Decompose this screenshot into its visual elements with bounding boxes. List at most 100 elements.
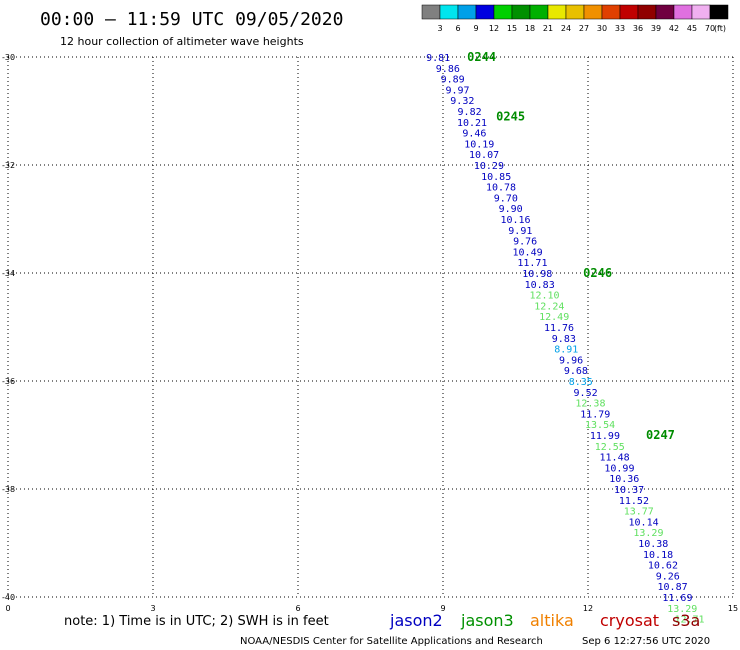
swh-value-label: 10.78 — [486, 183, 516, 194]
pass-number-label: 0246 — [583, 266, 612, 280]
scale-label: 36 — [633, 24, 643, 33]
swh-value-label: 10.37 — [614, 485, 644, 496]
swh-value-label: 11.79 — [580, 409, 610, 420]
scale-unit: (ft) — [714, 24, 726, 33]
swh-value-label: 11.99 — [590, 431, 620, 442]
swh-value-label: 10.36 — [609, 474, 639, 485]
swh-value-label: 11.52 — [619, 496, 649, 507]
pass-number-label: 0247 — [646, 428, 675, 442]
scale-swatch — [565, 4, 585, 20]
y-tick-label: -34 — [2, 269, 15, 278]
y-tick-label: -40 — [2, 593, 15, 602]
scale-label: 12 — [489, 24, 499, 33]
y-tick-label: -36 — [2, 377, 15, 386]
swh-value-label: 13.29 — [667, 604, 697, 615]
units-note: note: 1) Time is in UTC; 2) SWH is in fe… — [64, 614, 329, 629]
scale-label: 45 — [687, 24, 697, 33]
y-tick-label: -38 — [2, 485, 15, 494]
chart-subtitle: 12 hour collection of altimeter wave hei… — [60, 35, 304, 48]
swh-value-label: 9.96 — [559, 355, 583, 366]
satellite-name-altika: altika — [530, 611, 574, 630]
pass-number-label: 0244 — [467, 50, 496, 64]
swh-value-label: 12.49 — [539, 312, 569, 323]
wave-height-points: 9.819.869.899.979.329.8210.219.4610.1910… — [426, 53, 704, 626]
scale-swatch — [493, 4, 513, 20]
swh-value-label: 10.29 — [474, 161, 504, 172]
swh-value-label: 12.55 — [595, 442, 625, 453]
swh-value-label: 10.07 — [469, 150, 499, 161]
swh-value-label: 9.90 — [499, 204, 523, 215]
scale-swatch — [619, 4, 639, 20]
swh-value-label: 11.71 — [517, 258, 547, 269]
satellite-name-cryosat: cryosat — [600, 611, 659, 630]
swh-value-label: 9.83 — [552, 334, 576, 345]
swh-value-label: 9.89 — [441, 75, 465, 86]
swh-value-label: 12.71 — [674, 615, 704, 626]
swh-value-label: 10.38 — [638, 539, 668, 550]
scale-swatch — [673, 4, 693, 20]
scale-label: 27 — [579, 24, 589, 33]
swh-value-label: 10.18 — [643, 550, 673, 561]
swh-value-label: 9.97 — [445, 85, 469, 96]
swh-value-label: 10.14 — [629, 517, 659, 528]
swh-value-label: 10.85 — [481, 172, 511, 183]
scale-label: 33 — [615, 24, 625, 33]
scale-swatch — [421, 4, 441, 20]
swh-value-label: 10.62 — [648, 561, 678, 572]
scale-swatch — [709, 4, 729, 20]
swh-value-label: 10.98 — [522, 269, 552, 280]
swh-value-label: 10.49 — [513, 247, 543, 258]
swh-value-label: 9.86 — [436, 64, 460, 75]
satellite-name-jason3: jason3 — [460, 611, 514, 630]
plot-grid — [7, 56, 734, 598]
y-tick-label: -30 — [2, 53, 15, 62]
scale-label: 30 — [597, 24, 607, 33]
swh-value-label: 9.46 — [462, 129, 486, 140]
swh-value-label: 13.29 — [633, 528, 663, 539]
swh-value-label: 9.70 — [494, 193, 518, 204]
x-tick-label: 12 — [583, 604, 593, 613]
scale-label: 70 — [705, 24, 715, 33]
swh-value-label: 10.19 — [464, 139, 494, 150]
timestamp-text: Sep 6 12:27:56 UTC 2020 — [582, 636, 710, 647]
swh-value-label: 9.26 — [656, 571, 680, 582]
satellite-legend: jason2 jason3 altika cryosat s3a — [389, 611, 700, 630]
scale-label: 15 — [507, 24, 517, 33]
swh-value-label: 9.32 — [450, 96, 474, 107]
chart-title: 00:00 – 11:59 UTC 09/05/2020 — [40, 9, 343, 30]
swh-value-label: 10.99 — [604, 463, 634, 474]
scale-swatch — [601, 4, 621, 20]
scale-label: 9 — [473, 24, 478, 33]
pass-labels: 0244 0245 0246 0247 — [467, 50, 675, 442]
swh-value-label: 12.24 — [534, 301, 564, 312]
swh-value-label: 10.21 — [457, 118, 487, 129]
scale-label: 21 — [543, 24, 553, 33]
swh-value-label: 9.81 — [426, 53, 450, 64]
swh-value-label: 9.82 — [458, 107, 482, 118]
scale-swatch — [439, 4, 459, 20]
pass-number-label: 0245 — [496, 109, 525, 123]
scale-swatch — [475, 4, 495, 20]
swh-value-label: 13.77 — [624, 507, 654, 518]
scale-swatch — [529, 4, 549, 20]
x-tick-label: 0 — [5, 604, 10, 613]
scale-swatch — [511, 4, 531, 20]
scale-swatch — [547, 4, 567, 20]
swh-value-label: 10.16 — [500, 215, 530, 226]
scale-label: 39 — [651, 24, 661, 33]
color-scale-legend: 3 6 9 12 15 18 21 24 27 30 33 36 39 42 45 70(ft) — [421, 4, 729, 33]
swh-value-label: 8.35 — [569, 377, 593, 388]
swh-value-label: 11.69 — [662, 593, 692, 604]
swh-value-label: 13.54 — [585, 420, 615, 431]
y-tick-label: -32 — [2, 161, 15, 170]
scale-label: 24 — [561, 24, 571, 33]
x-tick-label: 3 — [150, 604, 155, 613]
scale-label: 6 — [455, 24, 460, 33]
swh-value-label: 9.68 — [564, 366, 588, 377]
scale-swatch — [691, 4, 711, 20]
swh-value-label: 12.10 — [529, 291, 559, 302]
scale-swatch — [637, 4, 657, 20]
swh-value-label: 9.76 — [513, 237, 537, 248]
swh-value-label: 11.76 — [544, 323, 574, 334]
